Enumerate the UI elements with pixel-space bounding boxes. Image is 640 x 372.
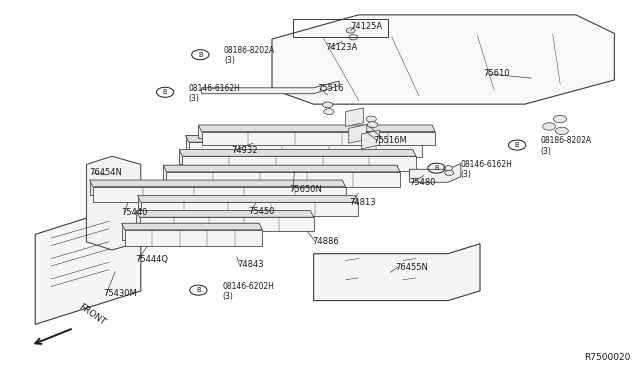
Text: 08186-8202A
(3): 08186-8202A (3) [224, 46, 275, 65]
Text: 75516M: 75516M [374, 136, 408, 145]
Polygon shape [166, 172, 400, 187]
Polygon shape [136, 211, 310, 224]
Circle shape [556, 127, 568, 135]
Polygon shape [125, 230, 262, 246]
Text: 74932: 74932 [232, 146, 258, 155]
Circle shape [324, 109, 334, 115]
Circle shape [543, 123, 556, 130]
Text: 75650N: 75650N [289, 185, 322, 194]
Bar [293, 19, 388, 37]
Text: B: B [196, 287, 201, 293]
Text: 75516: 75516 [317, 84, 343, 93]
Circle shape [323, 102, 333, 108]
Polygon shape [272, 15, 614, 104]
Circle shape [554, 115, 566, 123]
Circle shape [444, 166, 452, 171]
Polygon shape [314, 244, 480, 301]
Polygon shape [122, 223, 259, 240]
Text: 75450: 75450 [248, 207, 275, 216]
Polygon shape [93, 187, 346, 202]
Polygon shape [362, 130, 380, 149]
Text: 75610: 75610 [483, 69, 509, 78]
Text: 75444Q: 75444Q [136, 255, 169, 264]
Polygon shape [186, 135, 419, 150]
Text: 76455N: 76455N [396, 263, 428, 272]
Polygon shape [122, 223, 262, 230]
Polygon shape [163, 165, 400, 172]
Polygon shape [202, 81, 339, 94]
Text: 08146-6162H
(3): 08146-6162H (3) [189, 84, 241, 103]
Polygon shape [346, 108, 364, 126]
Circle shape [445, 170, 454, 176]
Text: 74813: 74813 [349, 198, 376, 207]
Text: 74843: 74843 [237, 260, 264, 269]
Text: R7500020: R7500020 [584, 353, 630, 362]
Polygon shape [186, 135, 422, 142]
Polygon shape [138, 196, 355, 209]
Text: 76454N: 76454N [90, 169, 122, 177]
Text: 74886: 74886 [312, 237, 339, 246]
Text: B: B [515, 142, 520, 148]
Polygon shape [138, 196, 358, 202]
Circle shape [349, 35, 358, 40]
Text: 74125A: 74125A [351, 22, 383, 31]
Polygon shape [179, 150, 413, 164]
Polygon shape [90, 180, 342, 195]
Polygon shape [202, 132, 435, 145]
Text: FRONT: FRONT [77, 302, 107, 327]
Polygon shape [90, 180, 346, 187]
Polygon shape [410, 164, 461, 182]
Polygon shape [35, 201, 141, 324]
Polygon shape [163, 165, 397, 180]
Polygon shape [349, 125, 367, 143]
Text: B: B [163, 89, 168, 95]
Text: 75440: 75440 [122, 208, 148, 217]
Text: 08186-8202A
(3): 08186-8202A (3) [541, 137, 592, 156]
Polygon shape [198, 125, 435, 132]
Polygon shape [182, 156, 416, 171]
Circle shape [366, 116, 376, 122]
Polygon shape [86, 156, 141, 250]
Text: 08146-6202H
(3): 08146-6202H (3) [222, 282, 274, 301]
Circle shape [367, 122, 378, 128]
Text: B: B [198, 52, 203, 58]
Polygon shape [179, 150, 416, 156]
Text: 75430M: 75430M [104, 289, 138, 298]
Polygon shape [189, 142, 422, 157]
Circle shape [346, 28, 355, 33]
Polygon shape [198, 125, 432, 138]
Polygon shape [136, 211, 314, 217]
Text: 74123A: 74123A [325, 43, 357, 52]
Polygon shape [140, 217, 314, 231]
Text: 08146-6162H
(3): 08146-6162H (3) [460, 160, 512, 179]
Polygon shape [141, 202, 358, 216]
Text: B: B [434, 165, 439, 171]
Text: 75480: 75480 [410, 178, 436, 187]
